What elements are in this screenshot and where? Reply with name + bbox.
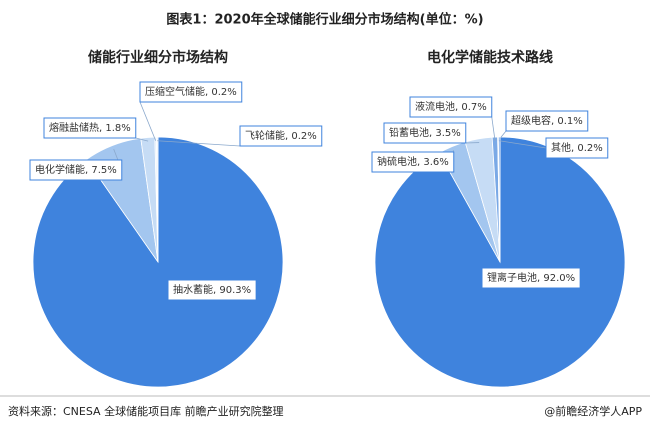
- chart-title: 电化学储能技术路线: [427, 49, 553, 66]
- data-label: 铅蓄电池, 3.5%: [389, 126, 461, 139]
- data-label: 锂离子电池, 92.0%: [487, 271, 575, 284]
- page-title: 图表1：2020年全球储能行业细分市场结构(单位：%): [166, 12, 483, 28]
- data-label: 熔融盐储热, 1.8%: [49, 121, 131, 134]
- data-label: 飞轮储能, 0.2%: [245, 129, 317, 142]
- data-label: 其他, 0.2%: [551, 141, 603, 154]
- leader-line: [140, 102, 156, 141]
- credit: @前瞻经济学人APP: [544, 404, 642, 418]
- data-label: 电化学储能, 7.5%: [35, 163, 117, 176]
- data-label: 压缩空气储能, 0.2%: [145, 85, 237, 98]
- chart-title: 储能行业细分市场结构: [87, 49, 228, 66]
- data-label: 钠硫电池, 3.6%: [377, 155, 449, 168]
- source: 资料来源：CNESA 全球储能项目库 前瞻产业研究院整理: [8, 404, 284, 418]
- data-label: 抽水蓄能, 90.3%: [173, 283, 251, 296]
- data-label: 超级电容, 0.1%: [511, 114, 583, 127]
- data-label: 液流电池, 0.7%: [415, 100, 487, 113]
